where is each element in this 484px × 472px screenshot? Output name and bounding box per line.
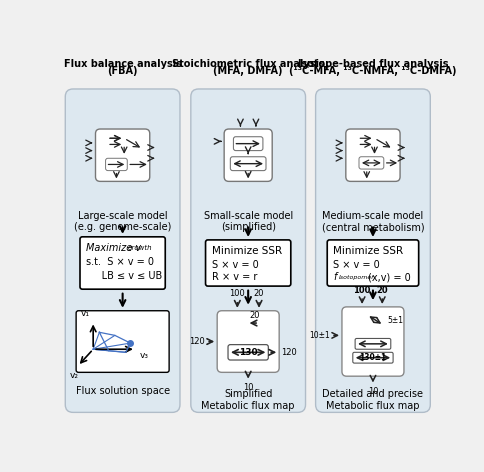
Text: v₁: v₁ [80,310,89,319]
Text: Flux balance analysis: Flux balance analysis [63,59,181,69]
Text: Medium-scale model
(central metabolism): Medium-scale model (central metabolism) [321,211,424,232]
Text: growth: growth [128,244,152,251]
Text: LB ≤ v ≤ UB: LB ≤ v ≤ UB [86,271,162,281]
FancyBboxPatch shape [354,338,390,349]
Text: (x,v) = 0: (x,v) = 0 [367,272,409,282]
FancyBboxPatch shape [315,89,429,413]
FancyBboxPatch shape [227,345,268,360]
FancyBboxPatch shape [358,157,383,169]
Text: Maximize v: Maximize v [86,243,141,253]
FancyBboxPatch shape [327,240,418,286]
Text: Flux solution space: Flux solution space [76,386,169,396]
Text: v₃: v₃ [139,351,149,360]
Text: 120: 120 [189,337,204,346]
Text: v₂: v₂ [70,371,79,380]
FancyBboxPatch shape [65,89,180,413]
FancyBboxPatch shape [352,352,393,363]
Text: 130±1: 130±1 [359,353,386,362]
Text: 10: 10 [367,387,378,396]
FancyBboxPatch shape [224,129,272,181]
Text: 20: 20 [253,289,264,298]
Text: Detailed and precise
Metabolic flux map: Detailed and precise Metabolic flux map [322,389,423,411]
Text: 10: 10 [242,383,253,392]
Text: Small-scale model
(simplified): Small-scale model (simplified) [203,211,292,232]
FancyBboxPatch shape [233,137,262,151]
FancyBboxPatch shape [341,307,403,376]
Text: 10±1: 10±1 [308,331,329,340]
Text: 20: 20 [376,286,387,295]
Text: Minimize SSR: Minimize SSR [212,246,281,256]
FancyBboxPatch shape [190,89,305,413]
Text: Isotope-based flux analysis: Isotope-based flux analysis [297,59,447,69]
Text: 5±1: 5±1 [386,316,402,325]
Text: Isotopomer: Isotopomer [338,275,374,280]
FancyBboxPatch shape [106,158,127,170]
Text: S × v = 0: S × v = 0 [212,260,258,270]
FancyBboxPatch shape [230,157,265,170]
Text: Stoichiometric flux analysis: Stoichiometric flux analysis [171,59,324,69]
Text: 100: 100 [229,289,245,298]
Text: S × v = 0: S × v = 0 [333,260,379,270]
FancyBboxPatch shape [217,311,279,372]
FancyBboxPatch shape [95,129,150,181]
Text: s.t.  S × v = 0: s.t. S × v = 0 [86,257,154,267]
FancyBboxPatch shape [345,129,399,181]
Text: f: f [333,272,336,282]
Text: 120: 120 [280,348,296,357]
Text: (MFA, DMFA): (MFA, DMFA) [213,66,282,76]
Text: 100: 100 [353,286,370,295]
FancyBboxPatch shape [76,311,169,372]
FancyBboxPatch shape [205,240,290,286]
Text: Simplified
Metabolic flux map: Simplified Metabolic flux map [201,389,294,411]
Text: R × v = r: R × v = r [212,272,257,282]
Text: (FBA): (FBA) [107,66,137,76]
FancyBboxPatch shape [80,237,165,289]
Text: 130: 130 [238,348,257,357]
Text: 20: 20 [249,311,259,320]
Text: (¹³C-MFA, ¹³C-NMFA, ¹³C-DMFA): (¹³C-MFA, ¹³C-NMFA, ¹³C-DMFA) [288,66,456,76]
Text: Minimize SSR: Minimize SSR [333,246,403,256]
Text: Large-scale model
(e.g. genome-scale): Large-scale model (e.g. genome-scale) [74,211,171,232]
